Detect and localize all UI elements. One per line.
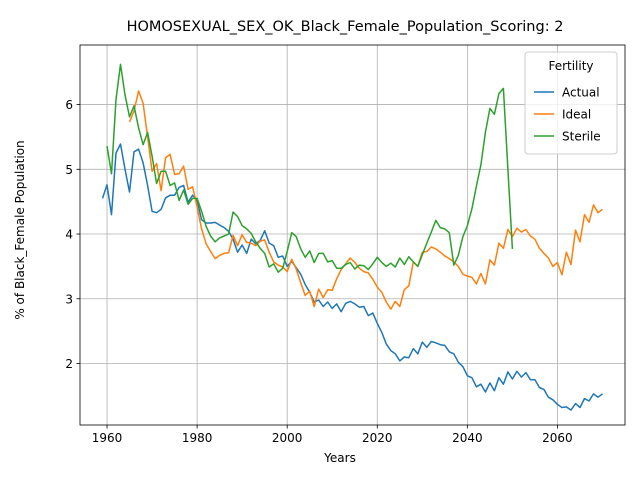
x-tick-label: 1960 [92, 431, 123, 445]
legend-box [524, 51, 618, 155]
x-tick-label: 2020 [362, 431, 393, 445]
legend: Fertility Actual Ideal Sterile [524, 51, 618, 155]
x-tick-label: 2040 [452, 431, 483, 445]
chart-title: HOMOSEXUAL_SEX_OK_Black_Female_Populatio… [127, 19, 564, 35]
x-axis-label: Years [323, 451, 356, 465]
y-tick-label: 5 [65, 163, 73, 177]
series-line-ideal [128, 90, 603, 310]
series-line-sterile [106, 63, 514, 273]
legend-label-sterile: Sterile [562, 130, 601, 144]
legend-label-ideal: Ideal [562, 108, 591, 122]
y-tick-label: 2 [65, 357, 73, 371]
series-line-actual [101, 143, 603, 411]
y-axis-label: % of Black_Female Population [13, 140, 27, 319]
y-tick-label: 6 [65, 98, 73, 112]
x-tick-label: 2060 [542, 431, 573, 445]
series-layer [101, 63, 603, 411]
plot-frame [79, 44, 626, 426]
legend-title: Fertility [548, 59, 593, 73]
y-tick-label: 4 [65, 228, 73, 242]
x-tick-label: 1980 [182, 431, 213, 445]
legend-label-actual: Actual [562, 86, 600, 100]
axes: 1960 1980 2000 2020 2040 2060 2 3 4 5 6 [65, 98, 572, 445]
y-tick-label: 3 [65, 292, 73, 306]
x-tick-label: 2000 [272, 431, 303, 445]
